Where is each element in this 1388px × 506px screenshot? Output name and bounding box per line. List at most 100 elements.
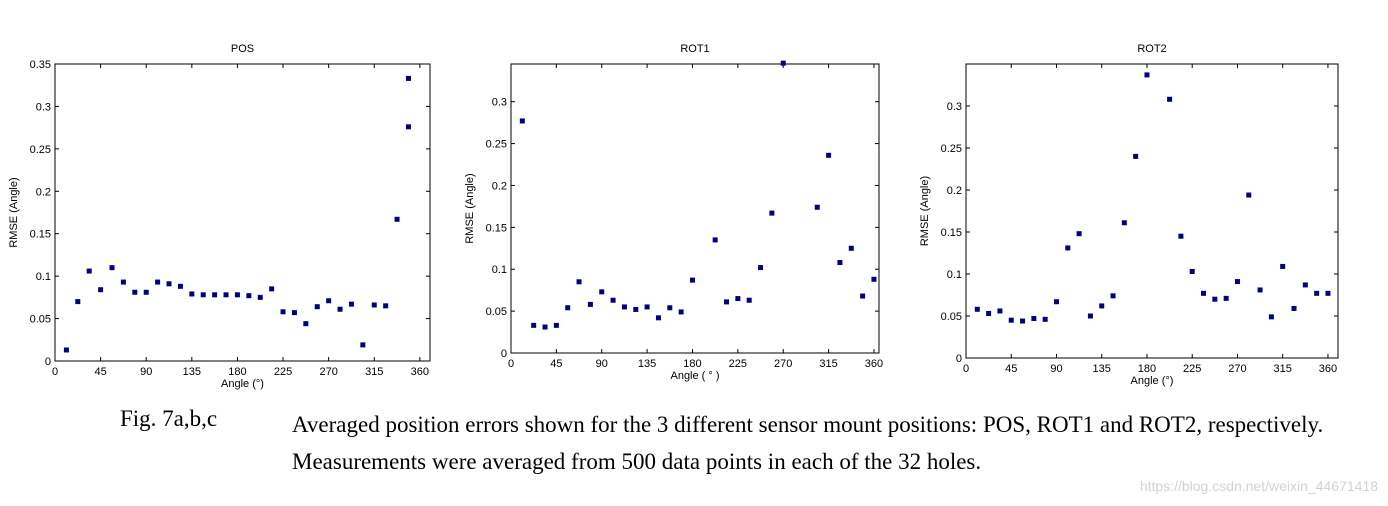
data-point	[1087, 313, 1093, 319]
data-point	[871, 276, 877, 282]
data-point	[1234, 279, 1240, 285]
data-point	[587, 301, 593, 307]
x-tick-label: 270	[319, 366, 337, 378]
x-tick-label: 270	[1228, 363, 1246, 375]
data-point	[1042, 316, 1048, 322]
x-axis-label: Angle (°)	[1131, 375, 1174, 387]
y-tick-label: 0.3	[492, 97, 507, 109]
data-point	[735, 296, 741, 302]
x-tick-label: 0	[52, 366, 58, 378]
data-point	[177, 283, 183, 289]
x-axis-label: Angle ( ° )	[670, 370, 719, 382]
data-point	[132, 289, 138, 295]
figure-caption: Averaged position errors shown for the 3…	[292, 412, 1324, 474]
data-point	[269, 286, 275, 292]
y-tick-label: 0.1	[492, 264, 507, 276]
data-point	[974, 306, 980, 312]
data-point	[769, 210, 775, 216]
chart-title: POS	[231, 43, 254, 55]
x-tick-label: 135	[638, 358, 656, 370]
y-tick-label: 0.2	[947, 185, 962, 197]
data-point	[189, 291, 195, 297]
data-point	[1144, 72, 1150, 78]
data-point	[644, 304, 650, 310]
data-point	[371, 302, 377, 308]
data-point	[1110, 293, 1116, 299]
x-tick-label: 45	[550, 358, 562, 370]
data-point	[120, 279, 126, 285]
data-point	[143, 289, 149, 295]
figure-label: Fig. 7a,b,c	[120, 406, 218, 431]
data-point	[1121, 220, 1127, 226]
y-tick-label: 0.25	[486, 139, 507, 151]
data-point	[405, 75, 411, 81]
x-tick-label: 225	[729, 358, 747, 370]
y-tick-label: 0.05	[486, 306, 507, 318]
x-tick-label: 90	[140, 366, 152, 378]
data-point	[599, 289, 605, 295]
data-point	[257, 294, 263, 300]
data-point	[724, 299, 730, 305]
data-point	[291, 310, 297, 316]
data-point	[1325, 290, 1331, 296]
x-tick-label: 225	[274, 366, 292, 378]
x-tick-label: 315	[1274, 363, 1292, 375]
data-point	[712, 237, 718, 243]
data-point	[394, 216, 400, 222]
pos-chart: 0 45 90 135 180 225 270 315 360 0 0.05 0.1 0.15 0.2 0.…	[8, 43, 431, 390]
data-point	[1031, 316, 1037, 322]
data-point	[1076, 231, 1082, 237]
data-point	[633, 306, 639, 312]
x-tick-label: 45	[94, 366, 106, 378]
data-point	[314, 304, 320, 310]
data-point	[280, 309, 286, 315]
data-point	[166, 281, 172, 287]
y-axis-label: RMSE (Angle)	[464, 173, 476, 243]
data-point	[1268, 314, 1274, 320]
data-point	[326, 298, 332, 304]
data-point	[1065, 245, 1071, 251]
data-point	[837, 260, 843, 266]
data-point	[1314, 290, 1320, 296]
x-tick-label: 45	[1005, 363, 1017, 375]
data-point	[405, 124, 411, 130]
x-tick-label: 0	[508, 358, 514, 370]
x-tick-label: 360	[411, 366, 429, 378]
y-tick-label: 0.1	[36, 271, 51, 283]
data-point	[337, 306, 343, 312]
data-point	[678, 309, 684, 315]
data-point	[1053, 299, 1059, 305]
x-tick-label: 135	[183, 366, 201, 378]
data-point	[860, 293, 866, 299]
data-point	[1212, 296, 1218, 302]
data-point	[223, 292, 229, 298]
x-tick-label: 90	[596, 358, 608, 370]
data-point	[98, 287, 104, 293]
axes-frame	[54, 63, 431, 362]
data-point	[655, 315, 661, 321]
x-tick-label: 135	[1093, 363, 1111, 375]
data-point	[610, 297, 616, 303]
y-tick-label: 0.15	[486, 222, 507, 234]
data-point	[1020, 318, 1026, 324]
data-point	[814, 204, 820, 210]
y-axis-label: RMSE (Angle)	[8, 177, 20, 247]
data-point	[1008, 317, 1014, 323]
data-point	[1257, 287, 1263, 293]
data-point	[621, 304, 627, 310]
rot2-chart: 0 45 90 135 180 225 270 315 360 0 0.05 0.1 0.15 0.2 0.…	[919, 43, 1339, 387]
y-tick-label: 0.1	[947, 269, 962, 281]
axes-frame	[510, 63, 880, 354]
y-tick-label: 0.2	[36, 186, 51, 198]
x-tick-label: 180	[683, 358, 701, 370]
x-tick-label: 90	[1050, 363, 1062, 375]
watermark-url: https://blog.csdn.net/weixin_44671418	[1139, 478, 1378, 494]
data-point	[200, 292, 206, 298]
data-point	[1099, 303, 1105, 309]
data-point	[758, 265, 764, 271]
data-point	[360, 342, 366, 348]
data-point	[848, 245, 854, 251]
data-point	[997, 308, 1003, 314]
axes-frame	[965, 63, 1339, 359]
data-point	[1201, 290, 1207, 296]
